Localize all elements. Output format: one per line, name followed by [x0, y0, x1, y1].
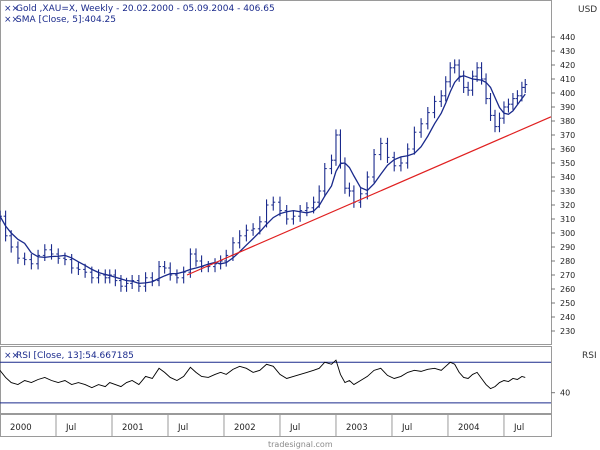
- price-tick-label: 430: [560, 47, 575, 56]
- legend-sym-sma: ⨯⨯: [4, 15, 19, 25]
- usd-label: USD: [578, 5, 597, 15]
- price-tick-label: 300: [560, 229, 575, 238]
- price-y-axis: 230 240 250 260 270 280 290 300 310 320 330 340 350 3…: [551, 33, 575, 336]
- time-tick-label: 2004: [458, 423, 480, 433]
- time-tick-label: 2002: [234, 423, 256, 433]
- price-tick-label: 330: [560, 187, 575, 196]
- rsi-panel-frame: [0, 346, 552, 414]
- price-tick-label: 410: [560, 75, 575, 84]
- price-tick-label: 260: [560, 285, 575, 294]
- rsi-line: [0, 359, 526, 390]
- price-tick-label: 230: [560, 327, 575, 336]
- price-tick-label: 420: [560, 61, 575, 70]
- price-tick-label: 350: [560, 159, 575, 168]
- price-legend: Gold ,XAU=X, Weekly - 20.02.2000 - 05.09…: [16, 4, 275, 14]
- trendline-layer: [186, 116, 552, 276]
- price-tick-label: 270: [560, 271, 575, 280]
- sma-line: [0, 74, 526, 285]
- rsi-layer: 40: [0, 359, 570, 404]
- sma-legend: SMA [Close, 5]:404.25: [16, 15, 116, 25]
- price-tick-label: 250: [560, 299, 575, 308]
- price-tick-label: 310: [560, 215, 575, 224]
- time-tick-label: Jul: [401, 423, 412, 433]
- rsi-axis-label: RSI: [582, 351, 597, 361]
- rsi-tick-label: 40: [560, 389, 570, 398]
- price-panel-frame: [0, 0, 552, 345]
- trendline: [186, 116, 552, 276]
- price-tick-label: 360: [560, 145, 575, 154]
- price-tick-label: 370: [560, 131, 575, 140]
- price-tick-label: 400: [560, 89, 575, 98]
- watermark: tradesignal.com: [268, 440, 333, 449]
- legend-sym-price: ⨯⨯: [4, 4, 19, 14]
- time-axis: 2000 Jul 2001 Jul 2002 Jul 2003 Jul 2004 Jul: [0, 415, 524, 436]
- price-tick-label: 280: [560, 257, 575, 266]
- price-tick-label: 240: [560, 313, 575, 322]
- rsi-legend-sym: ⨯⨯: [4, 351, 19, 361]
- time-tick-label: Jul: [65, 423, 76, 433]
- price-tick-label: 440: [560, 33, 575, 42]
- price-tick-label: 380: [560, 117, 575, 126]
- price-tick-label: 390: [560, 103, 575, 112]
- rsi-legend: RSI [Close, 13]:54.667185: [16, 351, 134, 361]
- time-tick-label: 2001: [122, 423, 144, 433]
- time-tick-label: Jul: [289, 423, 300, 433]
- time-tick-label: 2000: [10, 423, 32, 433]
- price-tick-label: 340: [560, 173, 575, 182]
- price-tick-label: 320: [560, 201, 575, 210]
- time-tick-label: Jul: [513, 423, 524, 433]
- price-tick-label: 290: [560, 243, 575, 252]
- time-tick-label: 2003: [346, 423, 368, 433]
- time-tick-label: Jul: [177, 423, 188, 433]
